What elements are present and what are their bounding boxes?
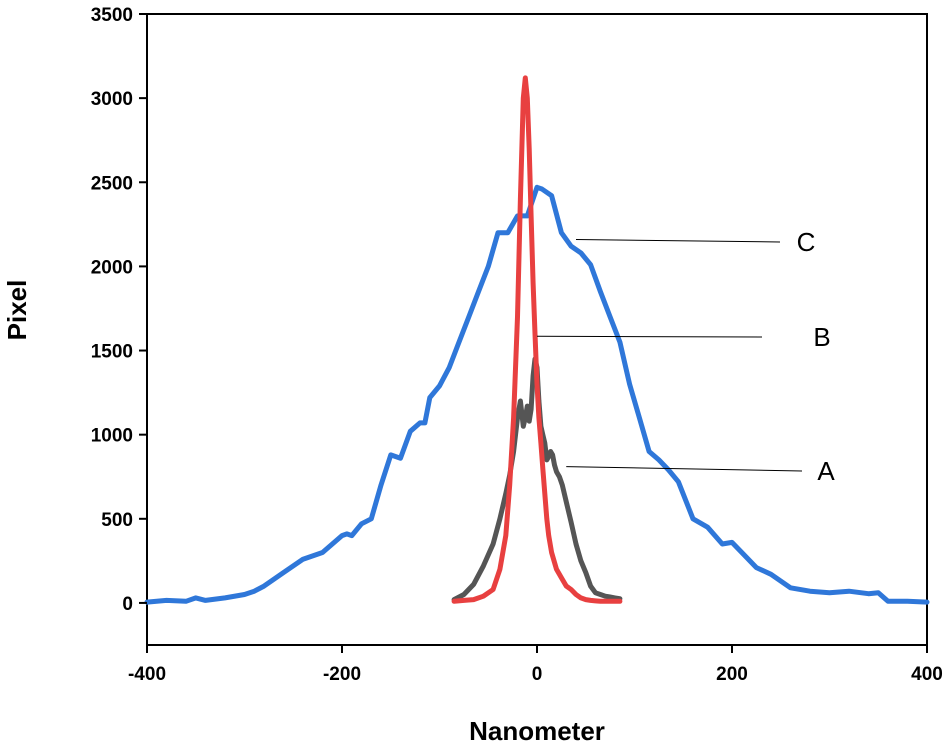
x-axis-title: Nanometer [469,716,605,746]
y-axis-title: Pixel [2,280,32,341]
y-tick-label: 3000 [91,89,133,110]
x-tick-label: 200 [716,664,748,685]
annotation-leader-a [566,466,803,472]
annotation-leader-b [536,335,763,338]
annotation-leader-c [575,238,781,243]
y-tick-label: 500 [101,510,133,531]
x-tick-label: -400 [128,664,166,685]
annotation-label-b: B [813,322,830,352]
y-tick-label: 1000 [91,426,133,447]
x-tick-label: 400 [911,664,943,685]
y-tick-label: 2000 [91,257,133,278]
y-tick-label: 2500 [91,173,133,194]
y-tick-label: 0 [122,594,133,615]
y-tick-label: 3500 [91,5,133,26]
x-tick-label: -200 [323,664,361,685]
series-line-a [451,75,623,604]
annotation-label-a: A [817,456,835,486]
y-tick-label: 1500 [91,342,133,363]
annotation-label-c: C [797,227,816,257]
x-tick-label: 0 [532,664,543,685]
